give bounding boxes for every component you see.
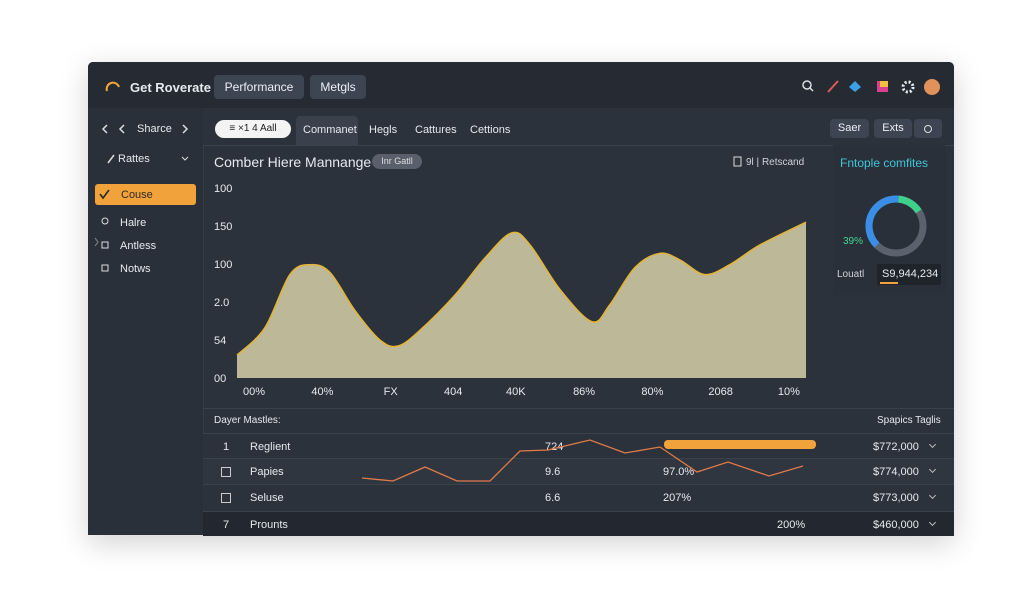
sidebar-item[interactable]: Couse bbox=[121, 189, 153, 201]
donut-accent bbox=[897, 195, 922, 214]
y-tick-label: 100 bbox=[214, 183, 232, 195]
donut-label: 39% bbox=[843, 236, 864, 247]
row-icon bbox=[221, 467, 231, 477]
row-total: $460,000 bbox=[873, 519, 919, 531]
row-total: $774,000 bbox=[873, 466, 919, 478]
x-tick-label: 2068 bbox=[708, 386, 732, 398]
row-pct: 200% bbox=[777, 519, 806, 531]
sidebar-item[interactable]: Notws bbox=[120, 263, 151, 275]
y-tick-label: 54 bbox=[214, 335, 226, 347]
row-count: 9.6 bbox=[545, 466, 561, 478]
tab[interactable]: Commanet bbox=[303, 124, 357, 136]
filter-pill[interactable]: ≡ ×1 4 Aall bbox=[215, 120, 291, 138]
active-item[interactable] bbox=[95, 184, 196, 205]
row-count: 6.6 bbox=[545, 492, 561, 504]
nav-button[interactable]: Metgls bbox=[310, 75, 366, 99]
table-row bbox=[203, 511, 954, 536]
row-index: 7 bbox=[223, 519, 230, 531]
table-column: Spapics Taglis bbox=[877, 415, 941, 426]
row-name: Prounts bbox=[250, 519, 288, 531]
tab[interactable]: Cettions bbox=[470, 124, 511, 136]
table-row bbox=[203, 484, 954, 510]
action-button[interactable]: Exts bbox=[874, 119, 912, 138]
total-label: Louatl bbox=[837, 269, 865, 280]
sidebar-item[interactable]: Antless bbox=[120, 240, 157, 252]
action-button[interactable]: Saer bbox=[830, 119, 869, 138]
row-name: Seluse bbox=[250, 492, 284, 504]
meta-icon bbox=[733, 156, 742, 167]
sidebar-arrows bbox=[101, 124, 189, 134]
row-pct: 207% bbox=[663, 492, 692, 504]
donut-arc bbox=[865, 195, 899, 248]
sidebar-nav[interactable]: Sharce bbox=[137, 123, 172, 135]
x-tick-label: 00% bbox=[243, 386, 265, 398]
row-total: $772,000 bbox=[873, 441, 919, 453]
x-tick-label: 80% bbox=[641, 386, 663, 398]
y-tick-label: 100 bbox=[214, 259, 232, 271]
tab[interactable]: Cattures bbox=[415, 124, 457, 136]
y-tick-label: 2.0 bbox=[214, 297, 229, 309]
sidebar-icons bbox=[94, 189, 110, 272]
row-name: Papies bbox=[250, 466, 284, 478]
area-line bbox=[236, 221, 807, 356]
sidebar-section[interactable]: Rattes bbox=[118, 153, 150, 165]
row-name: Reglient bbox=[250, 441, 291, 453]
row-pct: 97.0% bbox=[663, 466, 695, 478]
row-icon bbox=[221, 493, 231, 503]
x-tick-label: 86% bbox=[573, 386, 595, 398]
chart-meta: 9l | Retscand bbox=[746, 157, 805, 168]
total-box bbox=[877, 264, 941, 285]
table-row bbox=[203, 458, 954, 484]
section-icons bbox=[107, 154, 189, 164]
table-title: Dayer Mastles: bbox=[214, 415, 281, 426]
refresh-icon bbox=[924, 125, 932, 133]
brand: Get Roverate bbox=[130, 80, 211, 95]
x-tick-label: 40% bbox=[311, 386, 333, 398]
total-accent bbox=[880, 282, 898, 284]
table-row bbox=[203, 433, 954, 459]
panel-title: Fntople comfites bbox=[840, 156, 929, 170]
x-tick-label: 10% bbox=[778, 386, 800, 398]
logo bbox=[105, 81, 120, 92]
toolbar-icons bbox=[802, 79, 940, 95]
x-tick-label: 404 bbox=[444, 386, 462, 398]
y-tick-label: 00 bbox=[214, 373, 226, 385]
divider bbox=[203, 408, 954, 409]
active-tab[interactable] bbox=[296, 116, 358, 145]
x-tick-label: FX bbox=[384, 386, 399, 398]
row-total: $773,000 bbox=[873, 492, 919, 504]
x-tick-label: 40K bbox=[506, 386, 526, 398]
y-tick-label: 150 bbox=[214, 221, 232, 233]
sidebar-item[interactable]: Halre bbox=[120, 217, 147, 229]
row-index: 1 bbox=[223, 441, 230, 453]
tab[interactable]: Hegls bbox=[369, 124, 398, 136]
sidebar bbox=[88, 108, 204, 535]
nav-button[interactable]: Performance bbox=[214, 75, 304, 99]
action-button[interactable] bbox=[914, 119, 942, 138]
chart-title: Comber Hiere Mannange bbox=[214, 154, 372, 170]
badge: Inr Gatll bbox=[372, 154, 422, 169]
area bbox=[237, 222, 806, 378]
total-value: S9,944,234 bbox=[882, 268, 939, 280]
